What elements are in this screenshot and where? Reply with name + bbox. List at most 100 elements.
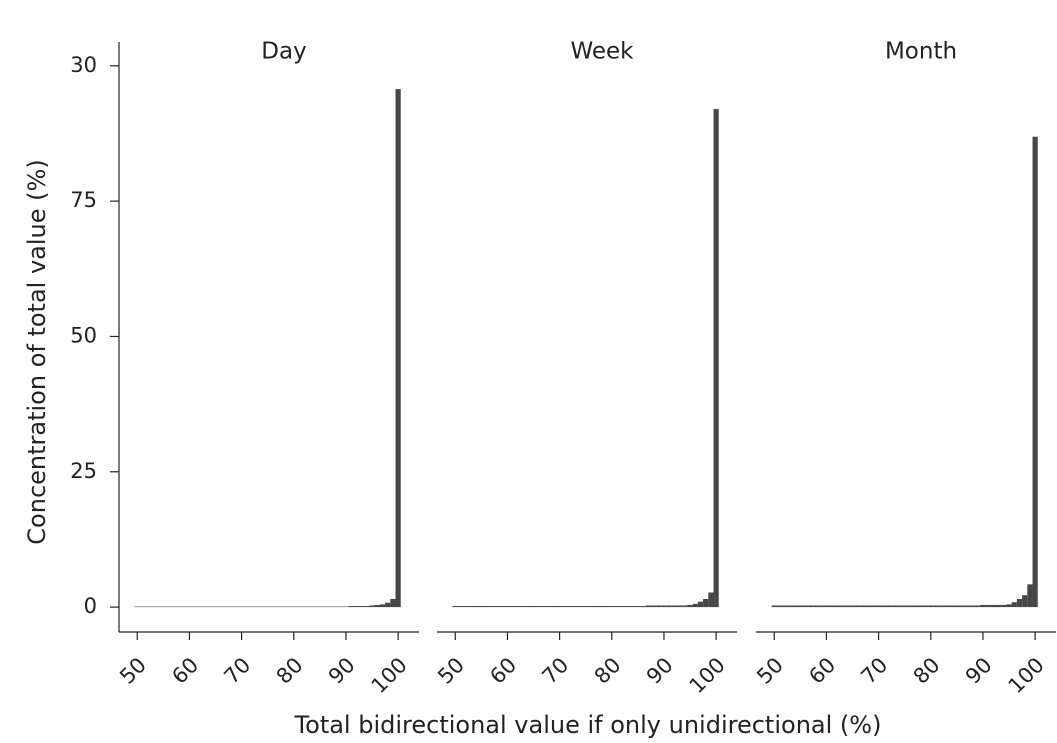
bar (1027, 584, 1033, 608)
bar (567, 606, 573, 608)
bar (192, 606, 198, 608)
x-tick-label: 50 (433, 653, 469, 689)
bar (603, 606, 610, 608)
x-tick-label: 60 (167, 653, 203, 689)
bar (1011, 602, 1017, 608)
y-tick-label: 30 (70, 53, 97, 77)
bar (776, 605, 783, 608)
panel-title: Week (570, 39, 634, 65)
bar (860, 605, 866, 608)
bar (379, 604, 386, 608)
bar (359, 606, 365, 608)
bar (541, 606, 547, 608)
bar (165, 606, 172, 608)
bar (301, 606, 307, 608)
x-tick-label: 60 (804, 653, 840, 689)
bar (954, 605, 960, 608)
x-tick-label: 70 (220, 653, 256, 689)
bar (829, 605, 835, 608)
bar (275, 606, 281, 608)
bar (912, 605, 918, 608)
bar (572, 606, 578, 608)
bar (782, 605, 788, 608)
bar (181, 606, 187, 608)
bar (697, 601, 704, 608)
bar (813, 605, 819, 608)
bar (692, 603, 698, 608)
bar (285, 606, 292, 608)
bar (395, 89, 401, 608)
bar (928, 605, 934, 608)
bar (881, 605, 887, 608)
x-tick-label: 80 (272, 653, 308, 689)
bar (630, 606, 636, 608)
x-tick-label: 100 (685, 653, 730, 698)
bar (530, 606, 537, 608)
bar (473, 606, 479, 608)
bar (619, 606, 625, 608)
bar (598, 606, 604, 608)
bar (343, 606, 349, 608)
bar (1022, 595, 1028, 608)
bar (593, 606, 599, 608)
bar (280, 606, 286, 608)
bar (197, 606, 203, 608)
bar (536, 606, 542, 608)
bar (489, 606, 495, 608)
bar (855, 605, 861, 608)
bar (886, 605, 892, 608)
bar (254, 606, 260, 608)
bar (808, 605, 814, 608)
bar (1006, 604, 1012, 608)
bar (312, 606, 318, 608)
bar (949, 605, 955, 608)
y-axis-title: Concentration of total value (%) (23, 159, 51, 544)
bar (134, 606, 140, 608)
bar (494, 606, 500, 608)
bar (834, 605, 840, 608)
bar (964, 605, 970, 608)
bar (296, 606, 302, 608)
bar (457, 606, 464, 608)
bar (1032, 136, 1038, 608)
bar (609, 606, 615, 608)
bar (661, 605, 667, 608)
bar (666, 605, 672, 608)
bar (787, 605, 793, 608)
bar (682, 605, 688, 608)
bar (338, 606, 344, 608)
bar (327, 606, 333, 608)
bar (233, 606, 239, 608)
y-tick-label: 0 (84, 594, 97, 618)
bar (870, 605, 876, 608)
bar (1016, 598, 1023, 608)
bar (671, 605, 677, 608)
x-tick-label: 50 (752, 653, 788, 689)
bar (844, 605, 850, 608)
bar (792, 605, 798, 608)
bar (943, 605, 950, 608)
bar (546, 606, 552, 608)
bar (520, 606, 526, 608)
y-tick-label: 25 (70, 459, 97, 483)
bar (645, 605, 651, 608)
x-tick-label: 60 (485, 653, 521, 689)
bar (291, 606, 297, 608)
bar (499, 606, 505, 608)
y-tick-label: 50 (70, 323, 97, 347)
bar (150, 606, 156, 608)
bar (207, 606, 213, 608)
bar (270, 606, 276, 608)
bar (239, 606, 245, 608)
bar (145, 606, 151, 608)
x-tick-label: 100 (1004, 653, 1049, 698)
x-tick-label: 70 (538, 653, 574, 689)
bar (624, 606, 631, 608)
bar (896, 605, 903, 608)
bar (259, 606, 266, 608)
bar (186, 606, 193, 608)
bar (650, 605, 657, 608)
bar (510, 606, 516, 608)
bar (703, 598, 709, 608)
bar (353, 606, 359, 608)
